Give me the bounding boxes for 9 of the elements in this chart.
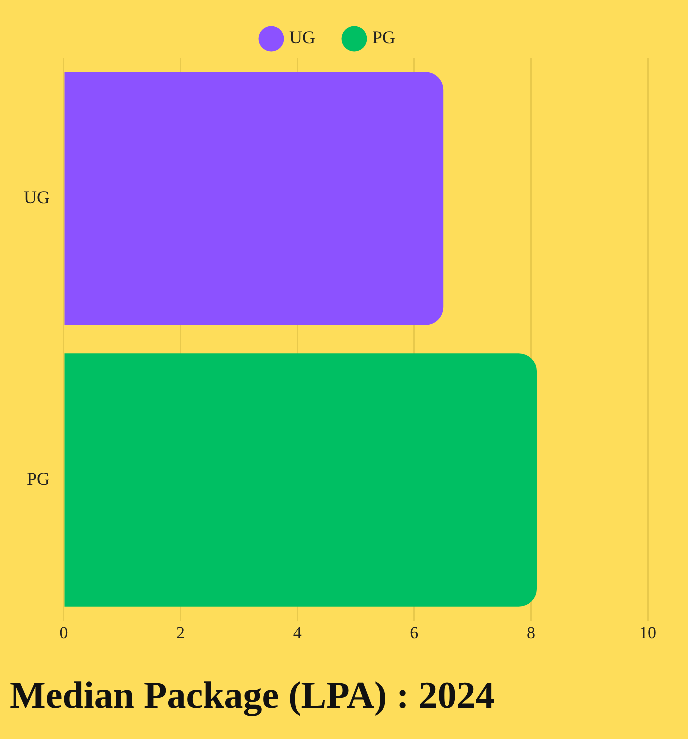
x-tick-label: 0: [60, 624, 68, 643]
legend-label: PG: [372, 28, 396, 48]
text: Median Package (LPA) : 2024: [10, 675, 495, 718]
x-tick-label: 2: [176, 624, 186, 643]
x-tick-label: 6: [410, 624, 419, 643]
legend-label: UG: [289, 28, 316, 48]
x-tick-label: 10: [640, 624, 656, 643]
x-tick-label: 8: [526, 624, 536, 643]
x-tick-label: 4: [293, 624, 302, 643]
